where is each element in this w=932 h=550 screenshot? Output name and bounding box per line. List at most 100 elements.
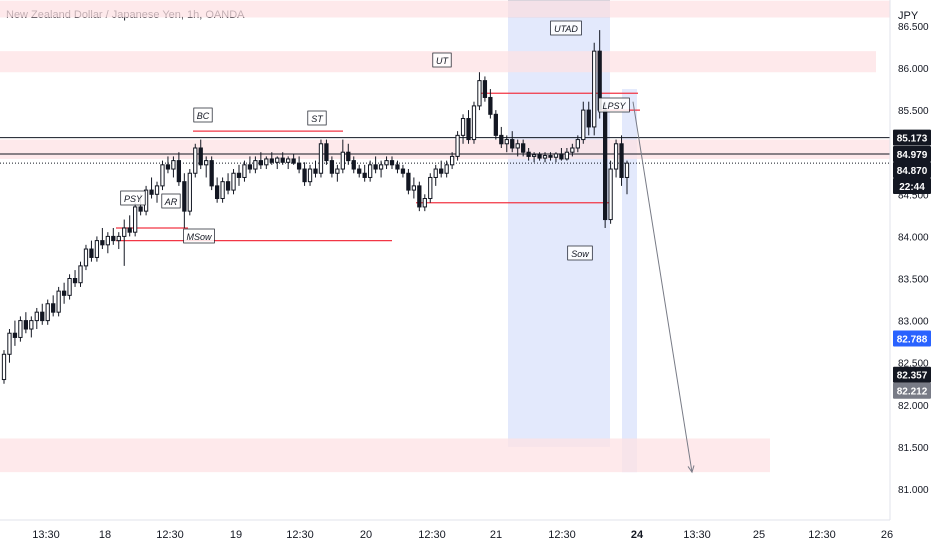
- price-label: 84.979: [897, 150, 928, 161]
- candle-body: [171, 160, 176, 170]
- candle-body: [449, 155, 455, 166]
- candle-body: [362, 172, 367, 178]
- x-tick-label: 19: [230, 529, 242, 541]
- candle-body: [149, 189, 154, 195]
- candle-body: [608, 168, 613, 221]
- price-zone: [0, 0, 890, 18]
- candle-body: [553, 153, 559, 158]
- y-tick-label: 83.000: [898, 317, 929, 328]
- candle-body: [275, 157, 280, 163]
- candle-body: [204, 160, 209, 166]
- price-label-box: [893, 382, 931, 399]
- annotation-box: [161, 193, 181, 209]
- candle-body: [236, 172, 242, 178]
- candle-body: [406, 172, 411, 191]
- y-tick-label: 86.500: [898, 22, 929, 33]
- annotation-label: LPSY: [602, 101, 626, 111]
- candle-body: [12, 332, 18, 338]
- currency-label: JPY: [898, 10, 919, 22]
- candle-body: [493, 113, 498, 136]
- price-zone: [0, 438, 770, 473]
- candle-body: [127, 227, 132, 233]
- candle-body: [302, 168, 307, 183]
- time-axis-bg: [0, 520, 932, 550]
- price-label: 82.357: [897, 371, 928, 382]
- candle-body: [1, 353, 7, 381]
- annotation-label: PSY: [124, 194, 143, 204]
- candle-body: [198, 147, 203, 166]
- annotation-label: MSow: [186, 232, 212, 242]
- candle-body: [78, 265, 83, 284]
- candle-body: [94, 240, 100, 258]
- candle-body: [258, 160, 263, 166]
- candle-body: [455, 134, 460, 157]
- x-tick-label: 26: [881, 529, 893, 541]
- x-tick-label: 25: [753, 529, 765, 541]
- candle-body: [7, 332, 12, 355]
- annotation-box: [567, 245, 593, 261]
- price-label-box: [893, 129, 931, 146]
- candle-body: [89, 248, 94, 258]
- y-tick-label: 86.000: [898, 64, 929, 75]
- candle-body: [100, 240, 105, 246]
- candle-body: [45, 303, 50, 322]
- price-label-box: [893, 161, 931, 178]
- annotation-label: BC: [197, 111, 210, 121]
- candle-body: [389, 160, 395, 166]
- candle-body: [51, 303, 56, 313]
- price-label-box: [893, 177, 931, 194]
- price-label: 82.212: [897, 387, 928, 398]
- candle-body: [122, 227, 127, 237]
- candle-body: [444, 164, 449, 174]
- candle-body: [67, 278, 72, 296]
- candle-body: [488, 96, 493, 115]
- candle-body: [269, 158, 274, 163]
- candle-body: [154, 185, 160, 195]
- candle-body: [357, 168, 362, 174]
- candle-body: [537, 154, 542, 159]
- y-tick-label: 84.000: [898, 232, 929, 243]
- price-label: 85.173: [897, 134, 928, 145]
- candle-body: [351, 160, 356, 170]
- candle-body: [231, 172, 236, 191]
- y-tick-label: 84.500: [898, 190, 929, 201]
- annotation-box: [550, 20, 582, 36]
- candle-body: [253, 160, 258, 170]
- annotation-label: ST: [311, 114, 324, 124]
- annotation-box: [120, 190, 146, 206]
- candle-body: [521, 143, 526, 153]
- candle-body: [613, 143, 619, 170]
- candle-body: [368, 164, 373, 178]
- candle-body: [23, 320, 28, 330]
- candle-body: [477, 80, 482, 107]
- candle-body: [286, 158, 291, 163]
- annotation-box: [598, 97, 630, 113]
- candle-body: [619, 143, 624, 178]
- candle-body: [138, 206, 143, 212]
- x-tick-label: 24: [631, 529, 644, 541]
- candle-body: [471, 105, 477, 141]
- candle-body: [575, 139, 580, 149]
- x-tick-label: 18: [99, 529, 111, 541]
- candle-body: [373, 164, 378, 170]
- candle-body: [182, 181, 187, 212]
- candle-body: [329, 160, 335, 174]
- annotation-label: UTAD: [554, 24, 578, 34]
- price-label-box: [893, 145, 931, 162]
- price-axis-bg: [890, 0, 932, 550]
- candle-body: [247, 164, 253, 170]
- candle-body: [586, 109, 591, 128]
- candle-body: [504, 139, 509, 145]
- y-tick-label: 81.000: [898, 485, 929, 496]
- annotation-label: UT: [436, 56, 449, 66]
- annotation-box: [307, 110, 327, 126]
- candle-body: [428, 176, 433, 200]
- price-label-box: [893, 366, 931, 383]
- projection-arrow: [632, 101, 693, 473]
- candle-body: [105, 235, 110, 246]
- candle-body: [603, 109, 608, 221]
- annotation-label: Sow: [571, 249, 589, 259]
- candle-body: [324, 143, 329, 162]
- candle-body: [220, 181, 225, 200]
